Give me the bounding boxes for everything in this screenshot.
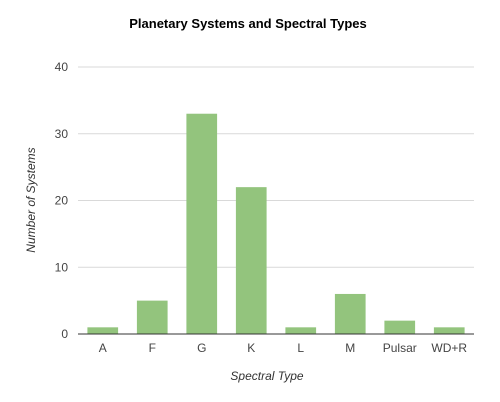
chart-title: Planetary Systems and Spectral Types: [129, 16, 366, 31]
x-tick-label: M: [345, 341, 355, 355]
x-tick-label: K: [247, 341, 255, 355]
y-tick-label: 40: [55, 60, 69, 74]
x-tick-label: A: [99, 341, 107, 355]
y-tick-label: 10: [55, 260, 69, 274]
bar-l: [285, 327, 317, 334]
x-axis-ticks: A F G K L M Pulsar WD+R: [99, 341, 468, 355]
bar-pulsar: [384, 320, 416, 334]
bar-a: [87, 327, 119, 334]
y-tick-label: 0: [61, 327, 68, 341]
y-axis-label: Number of Systems: [24, 147, 38, 252]
x-tick-label: L: [297, 341, 304, 355]
y-axis-ticks: 0 10 20 30 40: [55, 60, 69, 341]
y-tick-label: 20: [55, 194, 69, 208]
x-tick-label: F: [149, 341, 156, 355]
bar-g: [186, 113, 218, 334]
x-tick-label: WD+R: [431, 341, 467, 355]
bars: [87, 113, 465, 334]
x-tick-label: Pulsar: [383, 341, 417, 355]
x-tick-label: G: [197, 341, 206, 355]
gridlines: [78, 66, 474, 268]
y-tick-label: 30: [55, 127, 69, 141]
bar-wd-r: [433, 327, 465, 334]
bar-f: [136, 300, 168, 334]
bar-k: [235, 187, 267, 334]
x-axis-label: Spectral Type: [230, 369, 303, 383]
bar-m: [334, 293, 366, 334]
